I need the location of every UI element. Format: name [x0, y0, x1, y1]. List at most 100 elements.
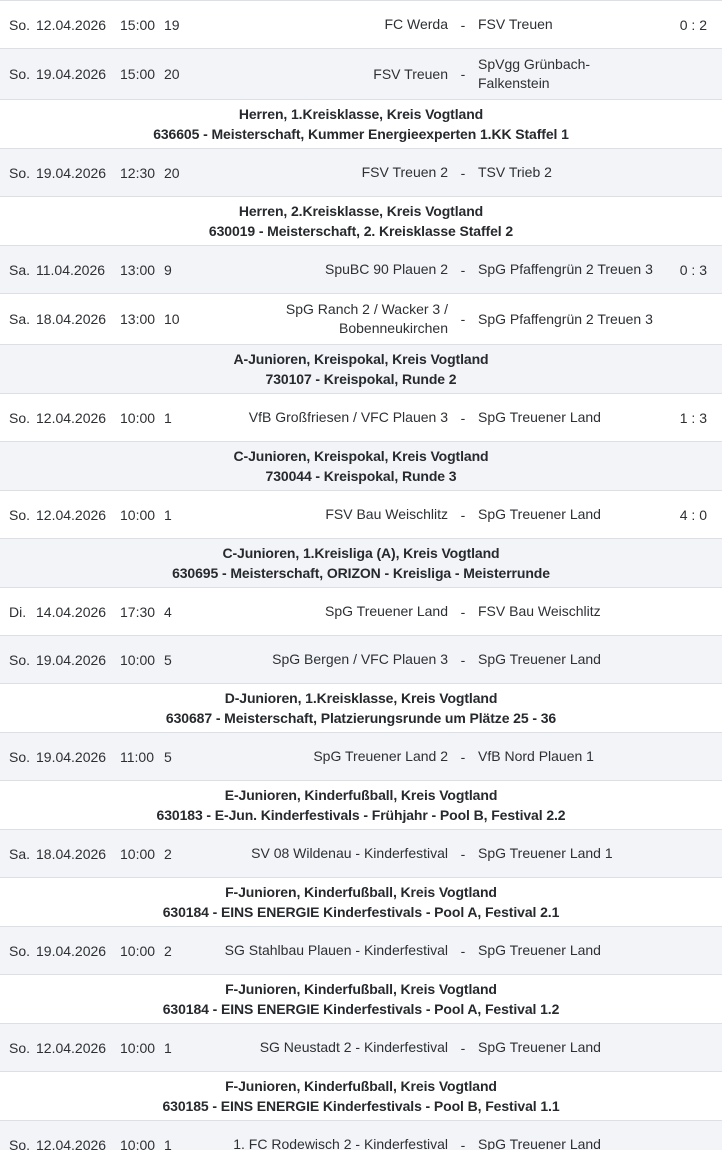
match-date: 12.04.2026	[36, 16, 107, 33]
competition-header-row[interactable]: Herren, 1.Kreisklasse, Kreis Vogtland 636…	[0, 99, 722, 148]
home-team: SV 08 Wildenau - Kinderfestival	[251, 845, 448, 861]
competition-header-row[interactable]: F-Junioren, Kinderfußball, Kreis Vogtlan…	[0, 877, 722, 926]
match-date: 19.04.2026	[36, 66, 107, 82]
competition-subtitle: 730107 - Kreispokal, Runde 2	[265, 371, 457, 387]
away-team: VfB Nord Plauen 1	[478, 748, 594, 764]
match-number: 1	[164, 1039, 172, 1056]
match-number: 10	[164, 311, 180, 327]
match-date: 19.04.2026	[36, 651, 107, 668]
competition-subtitle: 630695 - Meisterschaft, ORIZON - Kreisli…	[172, 565, 550, 581]
match-number: 1	[164, 506, 172, 523]
competition-header-row[interactable]: A-Junioren, Kreispokal, Kreis Vogtland 73…	[0, 344, 722, 393]
vs-separator: -	[460, 311, 466, 327]
competition-subtitle: 630019 - Meisterschaft, 2. Kreisklasse S…	[208, 223, 514, 239]
home-team: 1. FC Rodewisch 2 - Kinderfestival	[233, 1136, 448, 1150]
match-date: 18.04.2026	[36, 845, 107, 862]
match-time: 10:00	[120, 651, 156, 668]
competition-header-row[interactable]: E-Junioren, Kinderfußball, Kreis Vogtlan…	[0, 780, 722, 829]
away-team: SpG Treuener Land	[478, 506, 601, 522]
home-team: SpG Ranch 2 / Wacker 3 / Bobenneukirchen	[285, 301, 448, 336]
match-row[interactable]: So. 19.04.2026 10:00 2 SG Stahlbau Plauen - …	[0, 926, 722, 974]
match-date: 12.04.2026	[36, 409, 107, 426]
match-day: So.	[9, 16, 31, 33]
match-number: 19	[164, 16, 180, 33]
match-date: 12.04.2026	[36, 1039, 107, 1056]
match-row[interactable]: So. 12.04.2026 10:00 1 FSV Bau Weischlitz - Sp…	[0, 490, 722, 538]
competition-title: C-Junioren, Kreispokal, Kreis Vogtland	[233, 448, 489, 464]
match-row[interactable]: So. 19.04.2026 10:00 5 SpG Bergen / VFC Plau…	[0, 635, 722, 683]
competition-title: A-Junioren, Kreispokal, Kreis Vogtland	[233, 351, 489, 367]
match-number: 9	[164, 261, 172, 278]
vs-separator: -	[460, 66, 466, 82]
match-day: Sa.	[9, 311, 31, 327]
match-day: So.	[9, 1039, 31, 1056]
match-time: 15:00	[120, 66, 156, 82]
vs-separator: -	[460, 942, 466, 959]
competition-header-row[interactable]: C-Junioren, 1.Kreisliga (A), Kreis Vogtl…	[0, 538, 722, 587]
vs-separator: -	[460, 409, 466, 426]
match-row[interactable]: So. 12.04.2026 15:00 19 FC Werda - FSV Treuen 0…	[0, 0, 722, 48]
match-date: 14.04.2026	[36, 603, 107, 620]
competition-title: C-Junioren, 1.Kreisliga (A), Kreis Vogtl…	[222, 545, 500, 561]
home-team: FSV Treuen 2	[361, 164, 448, 180]
away-team: SpG Treuener Land 1	[478, 845, 613, 861]
competition-header-row[interactable]: F-Junioren, Kinderfußball, Kreis Vogtlan…	[0, 974, 722, 1023]
match-row[interactable]: So. 19.04.2026 12:30 20 FSV Treuen 2- TSV Tri…	[0, 148, 722, 196]
competition-title: Herren, 1.Kreisklasse, Kreis Vogtland	[238, 106, 484, 122]
match-row[interactable]: Sa. 11.04.2026 13:00 9 SpuBC 90 Plauen 2- SpG…	[0, 245, 722, 293]
vs-separator: -	[460, 748, 466, 765]
match-date: 11.04.2026	[36, 261, 106, 278]
match-row[interactable]: So. 19.04.2026 11:00 5 SpG Treuener Land 2-V…	[0, 732, 722, 780]
match-row[interactable]: Sa. 18.04.2026 13:00 10 SpG Ranch 2 / Wacker…	[0, 293, 722, 344]
competition-title: F-Junioren, Kinderfußball, Kreis Vogtlan…	[225, 884, 497, 900]
vs-separator: -	[460, 16, 466, 33]
vs-separator: -	[460, 261, 466, 278]
home-team: VfB Großfriesen / VFC Plauen 3	[248, 409, 448, 425]
match-time: 12:30	[120, 164, 156, 181]
match-date: 19.04.2026	[36, 748, 107, 765]
home-team: SG Neustadt 2 - Kinderfestival	[259, 1039, 448, 1055]
match-row[interactable]: So. 12.04.2026 10:00 1 VfB Großfriesen / VFC…	[0, 393, 722, 441]
competition-header-row[interactable]: C-Junioren, Kreispokal, Kreis Vogtland 73…	[0, 441, 722, 490]
match-date: 12.04.2026	[36, 1136, 107, 1150]
match-day: So.	[9, 164, 31, 181]
match-row[interactable]: Sa. 18.04.2026 10:00 2 SV 08 Wildenau - Kind…	[0, 829, 722, 877]
home-team: FSV Bau Weischlitz	[325, 506, 448, 522]
match-time: 11:00	[120, 748, 154, 765]
match-score: 0 : 3	[679, 261, 707, 278]
competition-header-row[interactable]: Herren, 2.Kreisklasse, Kreis Vogtland 630…	[0, 196, 722, 245]
competition-subtitle: 630184 - EINS ENERGIE Kinderfestivals - …	[162, 904, 560, 920]
competition-subtitle: 730044 - Kreispokal, Runde 3	[265, 468, 457, 484]
match-day: So.	[9, 66, 31, 82]
match-day: So.	[9, 506, 31, 523]
match-day: Sa.	[9, 845, 31, 862]
away-team: SpG Pfaffengrün 2 Treuen 3	[478, 310, 653, 327]
competition-subtitle: 630184 - EINS ENERGIE Kinderfestivals - …	[162, 1001, 560, 1017]
match-score: 4 : 0	[679, 506, 707, 523]
vs-separator: -	[460, 1136, 466, 1150]
match-number: 2	[164, 845, 172, 862]
match-row[interactable]: So. 12.04.2026 10:00 1 SG Neustadt 2 - Kinde…	[0, 1023, 722, 1071]
competition-subtitle: 630185 - EINS ENERGIE Kinderfestivals - …	[162, 1098, 560, 1114]
away-team: TSV Trieb 2	[478, 164, 552, 180]
vs-separator: -	[460, 603, 466, 620]
match-row[interactable]: So. 12.04.2026 10:00 1 1. FC Rodewisch 2 - K…	[0, 1120, 722, 1150]
match-day: Di.	[9, 603, 27, 620]
match-score: 0 : 2	[679, 16, 707, 33]
competition-title: D-Junioren, 1.Kreisklasse, Kreis Vogtlan…	[224, 690, 498, 706]
match-date: 18.04.2026	[36, 311, 107, 327]
match-number: 1	[164, 1136, 172, 1150]
match-time: 10:00	[120, 942, 156, 959]
home-team: SG Stahlbau Plauen - Kinderfestival	[224, 942, 448, 958]
match-time: 17:30	[120, 603, 156, 620]
match-number: 2	[164, 942, 172, 959]
vs-separator: -	[460, 506, 466, 523]
match-row[interactable]: Di. 14.04.2026 17:30 4 SpG Treuener Land - FSV…	[0, 587, 722, 635]
competition-header-row[interactable]: D-Junioren, 1.Kreisklasse, Kreis Vogtlan…	[0, 683, 722, 732]
match-row[interactable]: So. 19.04.2026 15:00 20 FSV Treuen - SpVgg Grü…	[0, 48, 722, 99]
away-team: SpG Pfaffengrün 2 Treuen 3	[478, 261, 653, 277]
match-day: So.	[9, 748, 31, 765]
home-team: SpuBC 90 Plauen 2	[325, 261, 448, 277]
away-team: SpG Treuener Land	[478, 409, 601, 425]
competition-header-row[interactable]: F-Junioren, Kinderfußball, Kreis Vogtlan…	[0, 1071, 722, 1120]
